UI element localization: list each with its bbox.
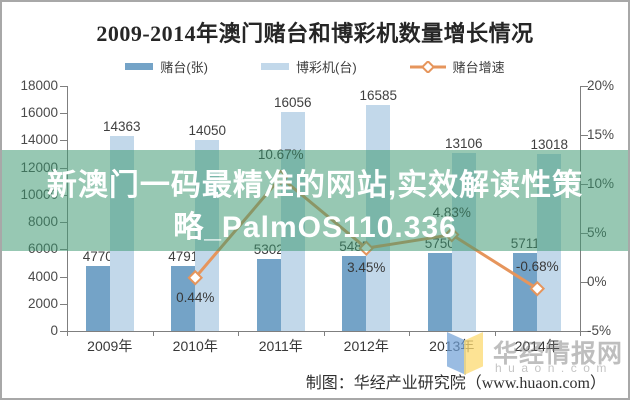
bar-value-label: 4770	[82, 249, 113, 265]
y-axis-left-tick	[60, 303, 67, 305]
growth-point-label: 0.44%	[176, 289, 215, 305]
y-axis-left-tick	[60, 113, 67, 115]
x-axis-tick	[67, 331, 68, 336]
bar-tables	[85, 266, 110, 331]
x-axis-tick	[494, 331, 496, 336]
y-axis-right-label: -5%	[587, 323, 612, 338]
watermark-brand: 华经情报网	[493, 340, 624, 368]
y-axis-left-tick	[60, 276, 67, 278]
y-axis-left-tick	[60, 86, 67, 87]
y-axis-left-label: 0	[50, 323, 58, 338]
legend-item-tables: 赌台(张)	[125, 57, 208, 76]
bar-value-label: 4791	[168, 248, 199, 264]
bar-value-label: 16056	[273, 95, 312, 111]
growth-point-label: 3.45%	[347, 260, 386, 276]
x-axis-category-label: 2014年	[514, 338, 560, 354]
legend-item-machines: 博彩机(台)	[260, 57, 357, 76]
chart-title: 2009-2014年澳门赌台和博彩机数量增长情况	[96, 21, 534, 46]
y-axis-right-tick	[581, 86, 588, 87]
credit-text: 制图：华经产业研究院（www.huaon.com）	[305, 375, 606, 392]
bar-tables	[256, 258, 281, 331]
x-axis-tick	[409, 331, 410, 336]
overlay-banner-text-line2: 略_PalmOS110.336	[173, 211, 457, 244]
y-axis-left-tick	[60, 331, 67, 332]
legend-swatch-machines	[260, 63, 289, 70]
y-axis-left-tick	[60, 140, 67, 142]
growth-point-label: -0.68%	[515, 258, 559, 274]
legend-item-growth: 赌台增速	[409, 57, 505, 76]
bar-value-label: 13106	[444, 135, 483, 151]
watermark-domain: huaon.com	[495, 361, 613, 375]
watermark-logo-blue-ribbon-icon	[447, 332, 466, 375]
x-axis-category-label: 2009年	[87, 338, 133, 354]
legend: 赌台(张) 博彩机(台) 赌台增速	[2, 57, 628, 76]
x-axis-category-label: 2012年	[343, 338, 389, 354]
x-axis-category-label: 2010年	[172, 338, 218, 354]
y-axis-right-tick	[581, 331, 588, 332]
x-axis-tick	[323, 331, 325, 336]
y-axis-left-label: 14000	[20, 132, 58, 148]
legend-swatch-tables	[125, 63, 154, 70]
y-axis-right-label: 0%	[587, 274, 607, 289]
watermark-logo	[447, 332, 483, 375]
bar-value-label: 13018	[530, 136, 569, 152]
legend-label-tables: 赌台(张)	[160, 60, 208, 75]
x-axis-tick	[152, 331, 154, 336]
y-axis-left-label: 18000	[20, 78, 58, 93]
bar-value-label: 16585	[359, 88, 398, 104]
watermark-logo-yellow-ribbon-icon	[464, 332, 483, 375]
y-axis-right-tick	[581, 135, 588, 136]
bar-value-label: 14363	[102, 118, 141, 134]
bar-tables	[427, 252, 452, 331]
overlay-banner-text-line1: 新澳门一码最精准的网站,实效解读性策	[46, 169, 584, 202]
bar-value-label: 14050	[188, 122, 227, 138]
y-axis-left-label: 16000	[20, 105, 58, 121]
legend-swatch-growth-line-icon	[409, 60, 446, 73]
x-axis-tick	[580, 331, 581, 336]
overlay-banner: 新澳门一码最精准的网站,实效解读性策 略_PalmOS110.336	[2, 150, 628, 251]
x-axis-tick	[238, 331, 239, 336]
y-axis-right-label: 20%	[587, 78, 615, 93]
y-axis-left-label: 2000	[27, 295, 58, 311]
y-axis-right-label: 15%	[587, 127, 615, 142]
y-axis-right-tick	[581, 282, 588, 283]
legend-label-growth: 赌台增速	[452, 60, 505, 75]
y-axis-left-label: 4000	[27, 268, 58, 284]
legend-label-machines: 博彩机(台)	[295, 60, 357, 75]
x-axis-category-label: 2011年	[258, 338, 303, 354]
